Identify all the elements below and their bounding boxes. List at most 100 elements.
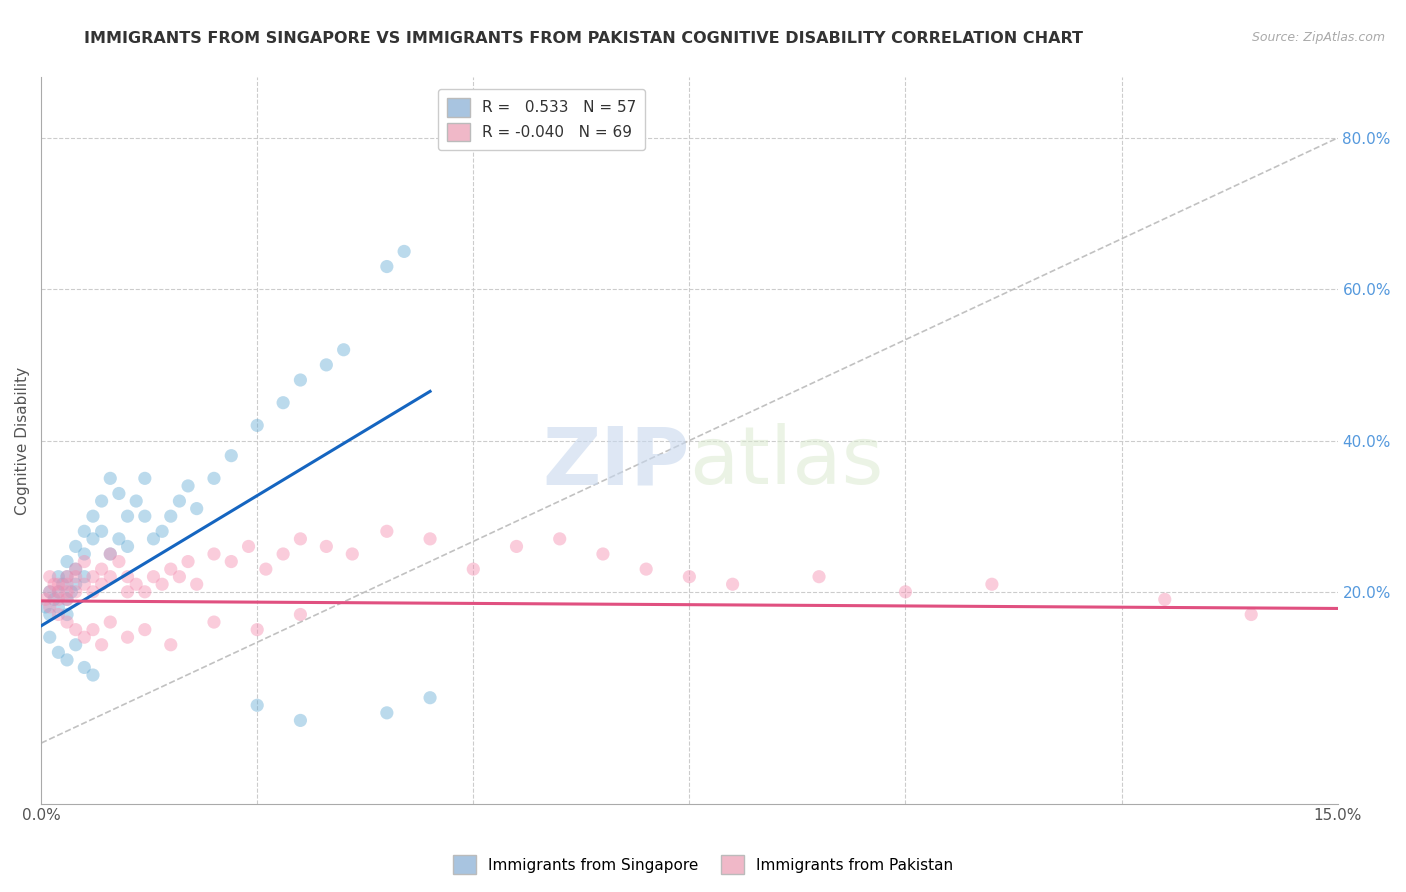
Point bbox=[159, 638, 181, 652]
Point bbox=[463, 562, 485, 576]
Point bbox=[392, 244, 415, 259]
Point bbox=[142, 570, 165, 584]
Point bbox=[1153, 592, 1175, 607]
Point bbox=[142, 532, 165, 546]
Point bbox=[125, 577, 148, 591]
Point bbox=[38, 570, 60, 584]
Text: ZIP: ZIP bbox=[543, 424, 689, 501]
Point bbox=[332, 343, 354, 357]
Point bbox=[592, 547, 614, 561]
Point bbox=[38, 599, 60, 614]
Point bbox=[290, 714, 312, 728]
Point bbox=[98, 615, 121, 629]
Point bbox=[48, 592, 70, 607]
Point bbox=[375, 260, 398, 274]
Point bbox=[73, 630, 96, 644]
Point bbox=[38, 607, 60, 622]
Point bbox=[186, 501, 208, 516]
Point bbox=[82, 623, 104, 637]
Point bbox=[73, 524, 96, 539]
Point bbox=[48, 584, 70, 599]
Point bbox=[65, 562, 87, 576]
Point bbox=[202, 547, 225, 561]
Point bbox=[159, 509, 181, 524]
Point bbox=[52, 577, 75, 591]
Point bbox=[38, 630, 60, 644]
Point bbox=[150, 524, 173, 539]
Point bbox=[48, 645, 70, 659]
Point bbox=[82, 584, 104, 599]
Point bbox=[108, 486, 131, 500]
Point bbox=[48, 607, 70, 622]
Point bbox=[38, 584, 60, 599]
Point bbox=[548, 532, 571, 546]
Point bbox=[65, 584, 87, 599]
Point bbox=[636, 562, 658, 576]
Point bbox=[117, 540, 139, 554]
Point bbox=[219, 449, 242, 463]
Point bbox=[375, 706, 398, 720]
Point bbox=[186, 577, 208, 591]
Point bbox=[56, 570, 79, 584]
Point bbox=[65, 638, 87, 652]
Point bbox=[202, 615, 225, 629]
Point bbox=[34, 599, 56, 614]
Point bbox=[134, 509, 156, 524]
Point bbox=[48, 570, 70, 584]
Point bbox=[42, 577, 65, 591]
Point bbox=[82, 668, 104, 682]
Y-axis label: Cognitive Disability: Cognitive Disability bbox=[15, 367, 30, 515]
Point bbox=[56, 584, 79, 599]
Point bbox=[82, 509, 104, 524]
Point bbox=[117, 509, 139, 524]
Point bbox=[48, 577, 70, 591]
Point bbox=[342, 547, 364, 561]
Point bbox=[38, 584, 60, 599]
Point bbox=[238, 540, 260, 554]
Point bbox=[375, 524, 398, 539]
Point bbox=[108, 532, 131, 546]
Point bbox=[134, 584, 156, 599]
Point bbox=[419, 690, 441, 705]
Point bbox=[82, 532, 104, 546]
Point bbox=[721, 577, 744, 591]
Point bbox=[73, 555, 96, 569]
Legend: R =   0.533   N = 57, R = -0.040   N = 69: R = 0.533 N = 57, R = -0.040 N = 69 bbox=[437, 88, 645, 151]
Point bbox=[271, 395, 294, 409]
Point bbox=[419, 532, 441, 546]
Point bbox=[134, 623, 156, 637]
Point bbox=[65, 623, 87, 637]
Point bbox=[177, 479, 200, 493]
Point bbox=[254, 562, 277, 576]
Legend: Immigrants from Singapore, Immigrants from Pakistan: Immigrants from Singapore, Immigrants fr… bbox=[447, 849, 959, 880]
Text: Source: ZipAtlas.com: Source: ZipAtlas.com bbox=[1251, 31, 1385, 45]
Point bbox=[246, 623, 269, 637]
Point bbox=[73, 660, 96, 674]
Point bbox=[65, 540, 87, 554]
Point bbox=[56, 592, 79, 607]
Point bbox=[42, 592, 65, 607]
Point bbox=[219, 555, 242, 569]
Point bbox=[56, 615, 79, 629]
Point bbox=[108, 555, 131, 569]
Point bbox=[125, 494, 148, 508]
Point bbox=[56, 653, 79, 667]
Point bbox=[73, 577, 96, 591]
Point bbox=[34, 592, 56, 607]
Point bbox=[65, 577, 87, 591]
Point bbox=[894, 584, 917, 599]
Point bbox=[65, 562, 87, 576]
Point bbox=[82, 570, 104, 584]
Point bbox=[271, 547, 294, 561]
Point bbox=[177, 555, 200, 569]
Point bbox=[56, 592, 79, 607]
Point bbox=[98, 547, 121, 561]
Point bbox=[98, 570, 121, 584]
Point bbox=[159, 562, 181, 576]
Point bbox=[290, 373, 312, 387]
Point bbox=[73, 570, 96, 584]
Text: atlas: atlas bbox=[689, 424, 884, 501]
Point bbox=[90, 638, 112, 652]
Point bbox=[980, 577, 1002, 591]
Point bbox=[808, 570, 831, 584]
